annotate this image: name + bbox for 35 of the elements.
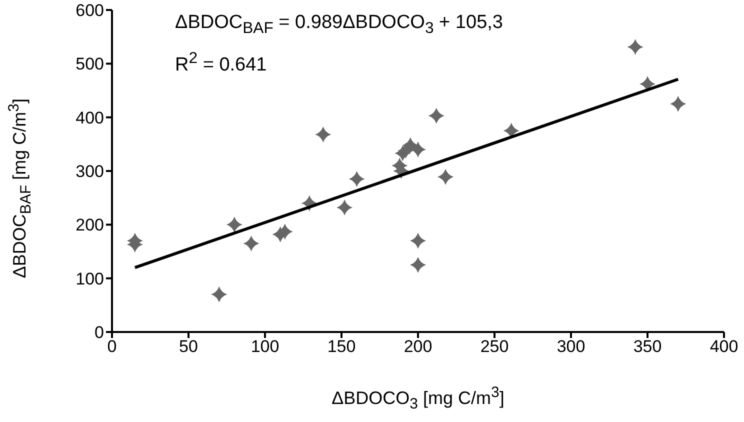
annotation: R$^{2}$ = 0.641 bbox=[175, 48, 268, 78]
point bbox=[276, 224, 293, 240]
x-tick-label: 100 bbox=[250, 337, 280, 356]
x-tick-label: 400 bbox=[710, 337, 738, 356]
y-tick-label: 100 bbox=[76, 269, 104, 288]
x-tick-label: 200 bbox=[404, 337, 432, 356]
point bbox=[315, 126, 332, 143]
y-tick-label: 200 bbox=[76, 216, 104, 235]
y-tick-label: 300 bbox=[76, 162, 104, 182]
x-tick-label: 50 bbox=[179, 337, 198, 356]
point bbox=[410, 256, 426, 273]
x-tick-label: 350 bbox=[633, 337, 662, 356]
y-tick-label: 400 bbox=[76, 108, 104, 128]
point bbox=[410, 142, 426, 158]
point bbox=[348, 171, 365, 188]
point bbox=[243, 235, 260, 252]
y-tick-label: 600 bbox=[76, 1, 104, 20]
point bbox=[438, 168, 454, 185]
x-tick-label: 250 bbox=[480, 337, 509, 356]
point bbox=[226, 216, 242, 233]
point bbox=[211, 286, 228, 302]
x-axis-title: ΔBDOCO$_{3}$ [mg C/m$^{3}$] bbox=[330, 384, 506, 413]
point bbox=[503, 122, 520, 139]
point bbox=[627, 39, 644, 56]
x-tick-label: 300 bbox=[556, 337, 586, 356]
point bbox=[670, 96, 686, 112]
annotation: ΔBDOC$_{BAF}$ = 0.989ΔBDOCO$_{3}$ + 105,3 bbox=[175, 11, 503, 39]
y-tick-label: 500 bbox=[76, 54, 104, 74]
x-tick-label: 0 bbox=[107, 337, 117, 356]
point bbox=[410, 232, 426, 249]
x-tick-label: 150 bbox=[327, 337, 356, 356]
point bbox=[402, 137, 418, 154]
point bbox=[336, 199, 353, 216]
y-tick-label: 0 bbox=[94, 323, 104, 342]
point bbox=[428, 108, 444, 124]
